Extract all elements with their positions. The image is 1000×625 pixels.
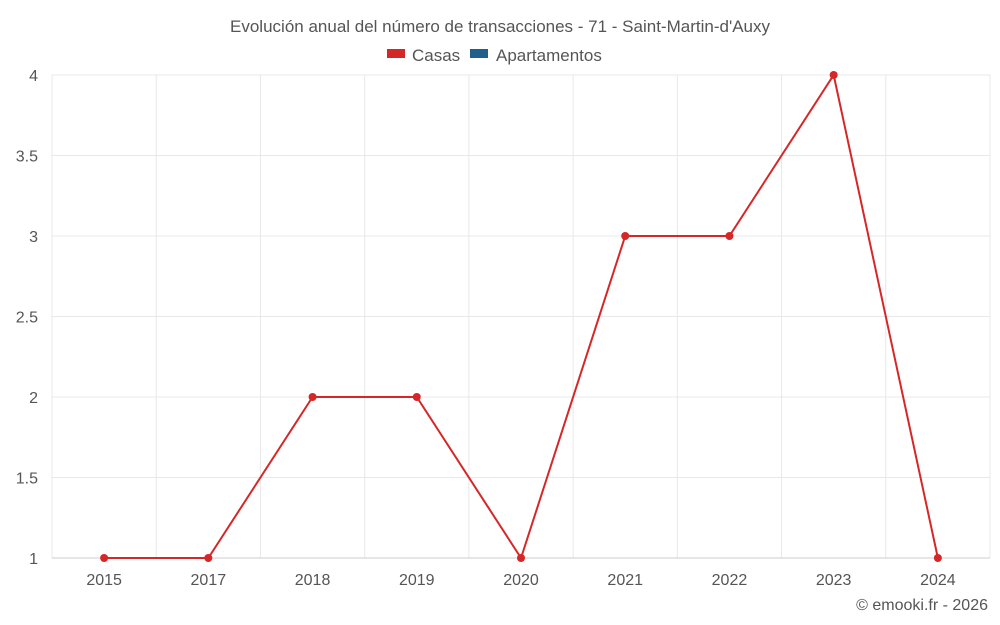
x-tick-label: 2018: [295, 572, 331, 589]
data-point-casas-2018[interactable]: [308, 393, 317, 401]
x-tick-label: 2021: [607, 572, 643, 589]
data-point-casas-2020[interactable]: [517, 554, 525, 562]
y-tick-label: 3.5: [16, 149, 38, 166]
credit-text: © emooki.fr - 2026: [856, 597, 988, 614]
data-point-casas-2017[interactable]: [204, 554, 213, 562]
legend-swatch-apartamentos: [470, 49, 488, 58]
legend[interactable]: Casas Apartamentos: [387, 46, 602, 65]
y-tick-label: 4: [29, 68, 38, 85]
legend-label-apartamentos[interactable]: Apartamentos: [496, 46, 602, 65]
y-gridlines: [52, 74, 990, 559]
x-tick-label: 2020: [503, 572, 539, 589]
data-point-casas-2023[interactable]: [829, 71, 838, 79]
series-casas: [100, 71, 942, 562]
chart-title: Evolución anual del número de transaccio…: [230, 17, 770, 36]
data-point-casas-2015[interactable]: [100, 554, 109, 562]
data-point-casas-2019[interactable]: [412, 393, 421, 401]
x-tick-label: 2024: [920, 572, 956, 589]
y-tick-label: 1: [29, 551, 38, 568]
x-axis-ticks: 2015 2017 2018 2019 2020 2021 2022 2023 2024: [86, 572, 955, 589]
x-tick-label: 2017: [191, 572, 227, 589]
x-tick-label: 2019: [399, 572, 435, 589]
x-tick-label: 2022: [712, 572, 748, 589]
legend-label-casas[interactable]: Casas: [412, 46, 460, 65]
y-tick-label: 3: [29, 229, 38, 246]
y-tick-label: 2.5: [16, 310, 38, 327]
y-tick-label: 1.5: [16, 471, 38, 488]
x-tick-label: 2015: [86, 572, 122, 589]
data-point-casas-2022[interactable]: [725, 232, 734, 240]
legend-swatch-casas: [387, 49, 405, 58]
x-tick-label: 2023: [816, 572, 852, 589]
y-axis-ticks: 1 1.5 2 2.5 3 3.5 4: [16, 68, 38, 568]
data-point-casas-2021[interactable]: [621, 232, 630, 240]
y-tick-label: 2: [29, 390, 38, 407]
data-point-casas-2024[interactable]: [933, 554, 942, 562]
